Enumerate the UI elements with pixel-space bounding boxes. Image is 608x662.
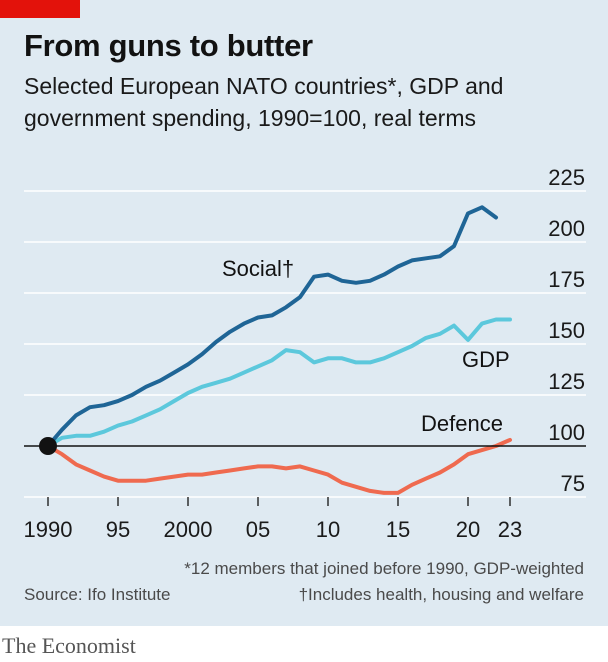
y-tick-label-200: 200 xyxy=(548,216,585,241)
footnote-social: †Includes health, housing and welfare xyxy=(298,585,584,604)
x-tick-label-2015: 15 xyxy=(386,517,410,542)
series-line-gdp xyxy=(46,317,512,448)
y-tick-label-75: 75 xyxy=(561,471,585,496)
x-tick-label-2005: 05 xyxy=(246,517,270,542)
origin-dot xyxy=(39,437,57,455)
y-tick-label-125: 125 xyxy=(548,369,585,394)
x-tick-label-2023: 23 xyxy=(498,517,522,542)
chart-card: From guns to butter Selected European NA… xyxy=(0,0,608,626)
series-label-defence: Defence xyxy=(421,411,503,436)
source-note: Source: Ifo Institute xyxy=(24,585,171,604)
series-label-social: Social† xyxy=(222,256,294,281)
line-chart: 75 100 125 150 175 200 225 1990 95 2000 05 10 15 20 23… xyxy=(24,165,586,542)
footnote-members: *12 members that joined before 1990, GDP… xyxy=(184,559,584,578)
x-tick-label-2020: 20 xyxy=(456,517,480,542)
x-tick-label-1995: 95 xyxy=(106,517,130,542)
y-tick-label-150: 150 xyxy=(548,318,585,343)
economist-logo: The Economist xyxy=(2,633,136,658)
y-tick-label-225: 225 xyxy=(548,165,585,190)
series-label-gdp: GDP xyxy=(462,347,510,372)
brand-tag xyxy=(0,0,80,18)
series-line-social xyxy=(46,205,498,448)
x-tick-label-2000: 2000 xyxy=(164,517,213,542)
y-tick-label-175: 175 xyxy=(548,267,585,292)
x-tick-label-2010: 10 xyxy=(316,517,340,542)
chart-title: From guns to butter xyxy=(24,28,313,63)
x-tick-label-1990: 1990 xyxy=(24,517,73,542)
subtitle-line-2: government spending, 1990=100, real term… xyxy=(24,105,476,131)
series-line-defence xyxy=(46,437,512,495)
chart-subtitle: Selected European NATO countries*, GDP a… xyxy=(24,70,594,134)
y-tick-label-100: 100 xyxy=(548,420,585,445)
subtitle-line-1: Selected European NATO countries*, GDP a… xyxy=(24,73,504,99)
